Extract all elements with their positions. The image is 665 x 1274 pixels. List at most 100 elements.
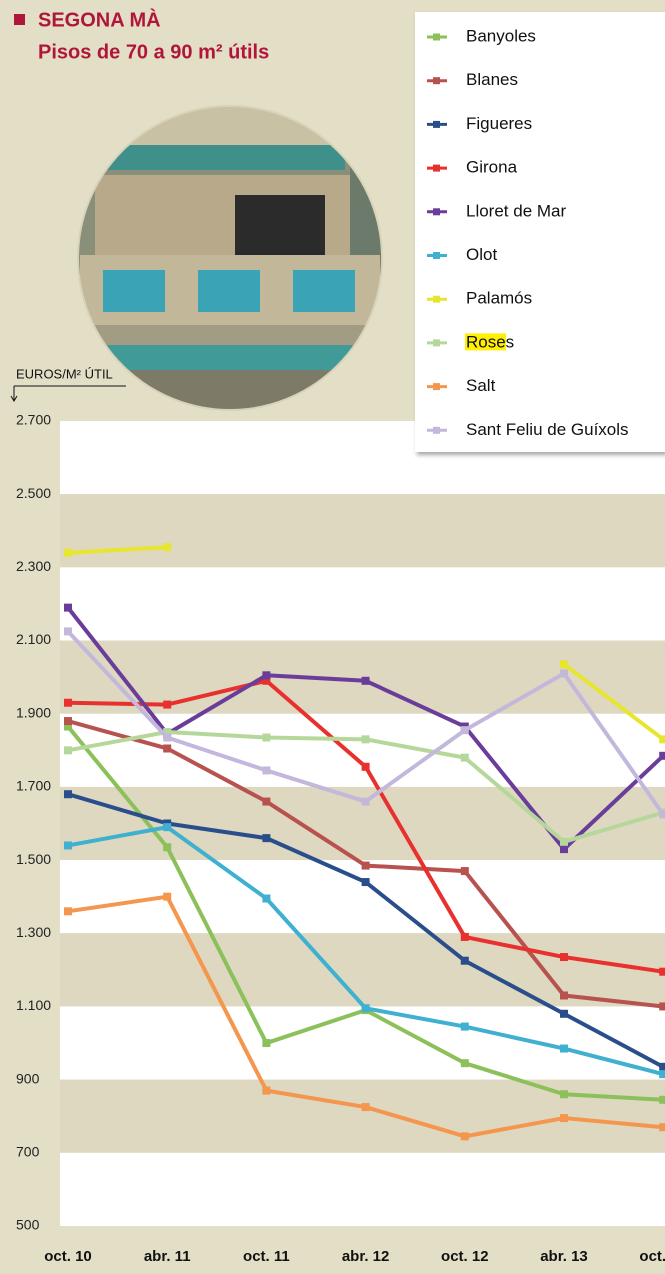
y-tick-label: 1.900 xyxy=(16,704,51,720)
grid-band xyxy=(60,1079,665,1153)
point-marker xyxy=(659,810,665,819)
legend-label: Blanes xyxy=(466,70,518,89)
subtitle: Pisos de 70 a 90 m² útils xyxy=(38,41,269,63)
y-tick-label: 700 xyxy=(16,1144,40,1160)
point-marker xyxy=(460,726,469,735)
point-marker xyxy=(361,735,370,744)
point-marker xyxy=(163,823,172,832)
point-marker xyxy=(659,735,665,744)
y-axis-label: EUROS/M² ÚTIL xyxy=(16,366,113,381)
legend-label: Olot xyxy=(466,245,497,264)
legend-label: Lloret de Mar xyxy=(466,201,566,220)
y-tick-label: 1.300 xyxy=(16,924,51,940)
point-marker xyxy=(64,722,72,731)
point-marker xyxy=(659,1062,665,1071)
point-marker xyxy=(64,841,72,850)
point-marker xyxy=(262,671,271,680)
point-marker xyxy=(659,1123,665,1132)
point-marker xyxy=(361,1004,370,1013)
point-marker xyxy=(262,676,271,685)
grid-band xyxy=(60,567,665,641)
point-marker xyxy=(659,751,665,760)
legend-label: Figueres xyxy=(466,114,532,133)
x-tick-label: abr. 12 xyxy=(342,1248,390,1265)
point-marker xyxy=(64,698,72,707)
point-marker xyxy=(163,700,172,709)
point-marker xyxy=(659,1070,665,1079)
point-marker xyxy=(460,932,469,941)
legend-marker xyxy=(433,33,440,41)
legend-marker xyxy=(433,295,440,303)
y-tick-label: 2.100 xyxy=(16,631,51,647)
point-marker xyxy=(262,894,271,903)
y-tick-label: 2.700 xyxy=(16,412,51,428)
point-marker xyxy=(262,1086,271,1095)
point-marker xyxy=(64,548,72,557)
point-marker xyxy=(361,1103,370,1112)
point-marker xyxy=(560,1009,568,1018)
y-tick-label: 1.100 xyxy=(16,997,51,1013)
photo xyxy=(78,106,382,410)
y-tick-label: 500 xyxy=(16,1217,40,1233)
series-line xyxy=(67,545,665,741)
point-marker xyxy=(64,603,72,612)
point-marker xyxy=(262,1039,271,1048)
point-marker xyxy=(361,676,370,685)
point-marker xyxy=(659,1002,665,1011)
plot-area: 2.700 2.500 2.300 2.100 1.900 1.700 1.500 1.300… xyxy=(16,412,665,1265)
legend-marker xyxy=(433,164,440,172)
point-marker xyxy=(163,843,172,852)
legend-label: Salt xyxy=(466,376,496,395)
point-marker xyxy=(361,878,370,887)
photo-frame xyxy=(77,105,383,411)
point-marker xyxy=(64,790,72,799)
point-marker xyxy=(560,837,568,846)
point-marker xyxy=(64,717,72,726)
legend-label: Girona xyxy=(466,158,518,177)
point-marker xyxy=(163,733,172,742)
legend-label: Sant Feliu de Guíxols xyxy=(466,420,629,439)
point-marker xyxy=(262,766,271,775)
legend-box xyxy=(415,12,665,452)
title-bullet xyxy=(14,14,25,25)
point-marker xyxy=(560,660,568,669)
title: SEGONA MÀ xyxy=(38,8,161,31)
point-marker xyxy=(361,861,370,870)
point-marker xyxy=(361,797,370,806)
point-marker xyxy=(64,627,72,636)
point-marker xyxy=(460,1022,469,1031)
legend-marker xyxy=(433,252,440,259)
legend-highlight xyxy=(465,333,506,351)
legend-marker xyxy=(433,77,440,85)
point-marker xyxy=(659,1095,665,1104)
point-marker xyxy=(659,967,665,976)
grid-band xyxy=(60,713,665,787)
x-tick-label: abr. 13 xyxy=(540,1248,588,1265)
y-tick-label: 2.300 xyxy=(16,558,51,574)
legend-label: Banyoles xyxy=(466,26,536,45)
x-tick-label: oct. 12 xyxy=(441,1248,489,1265)
point-marker xyxy=(64,907,72,916)
legend-marker xyxy=(433,120,440,128)
legend-marker xyxy=(433,426,440,434)
grid-band xyxy=(60,860,665,934)
point-marker xyxy=(560,669,568,678)
y-tick-label: 900 xyxy=(16,1070,40,1086)
grid-band xyxy=(60,1152,665,1226)
point-marker xyxy=(460,753,469,762)
point-marker xyxy=(560,845,568,854)
y-tick-label: 1.700 xyxy=(16,778,51,794)
legend-marker xyxy=(433,208,440,216)
point-marker xyxy=(460,1132,469,1141)
x-tick-label: oct. 10 xyxy=(44,1248,92,1265)
point-marker xyxy=(460,956,469,965)
point-marker xyxy=(163,892,172,901)
legend-marker xyxy=(433,383,440,391)
grid-band xyxy=(60,1006,665,1080)
point-marker xyxy=(361,762,370,771)
point-marker xyxy=(560,1090,568,1099)
legend: Banyoles Blanes Figueres Girona Lloret de Ma… xyxy=(427,26,629,439)
point-marker xyxy=(163,543,172,552)
point-marker xyxy=(163,728,172,737)
